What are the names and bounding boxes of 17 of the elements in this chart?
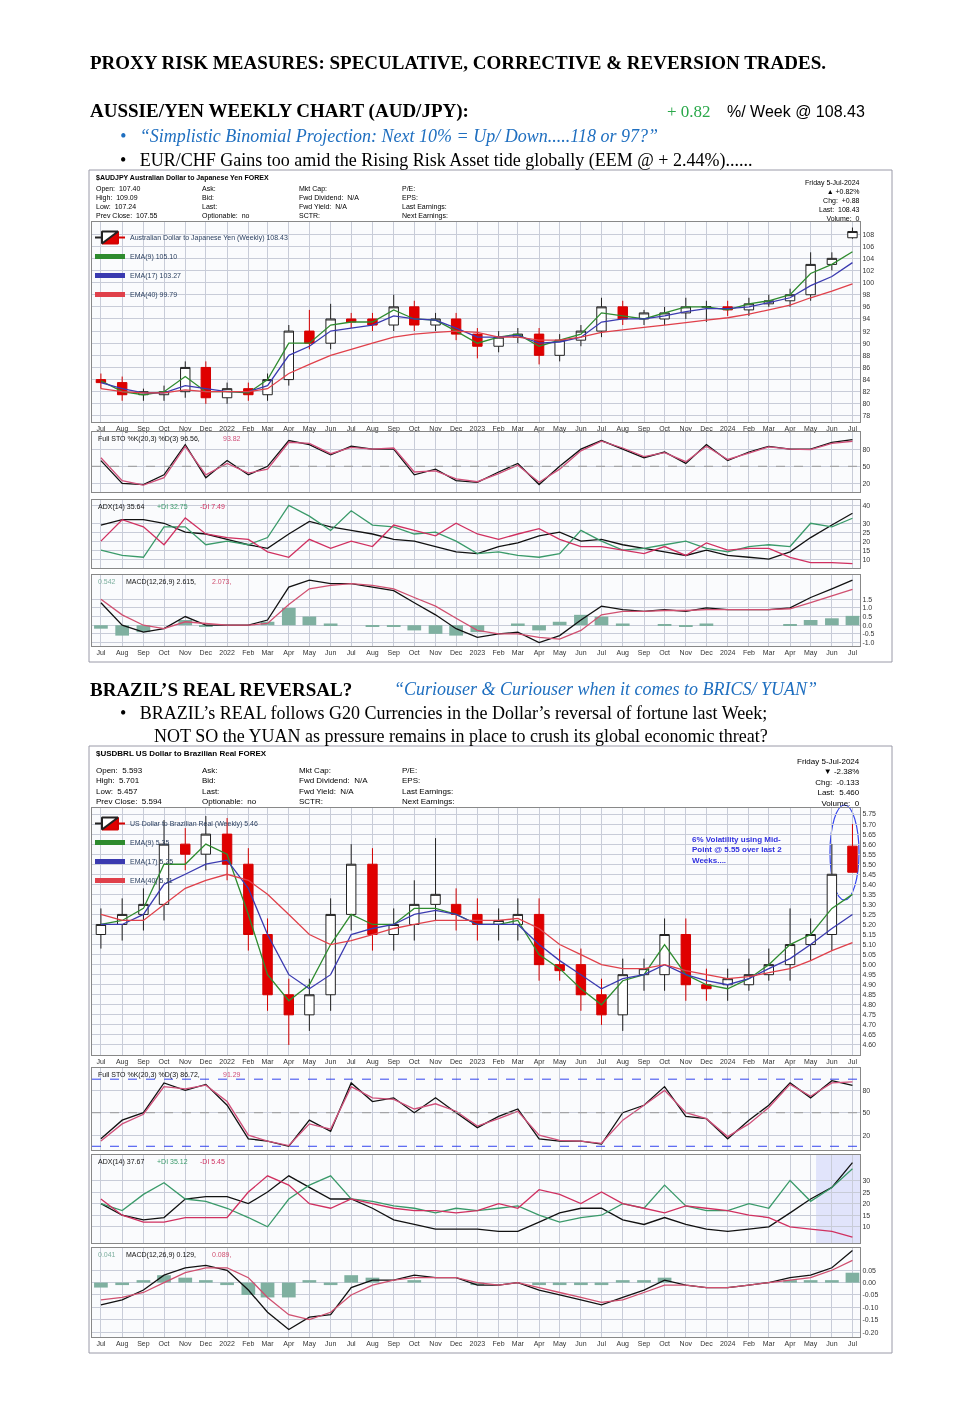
text: PROXY RISK MEASURES: SPECULATIVE, CORRECTIVE & REVERSION TRADES. bbox=[90, 52, 827, 73]
text: Open: 5.593 High: 5.701 Low: 5.457 Prev Close: 5.594 bbox=[96, 766, 163, 807]
text: Ask: Bid: Last: Optionable: no bbox=[202, 766, 257, 807]
text: “Curiouser & Curiouser when it comes to BRICS/ YUAN” bbox=[394, 679, 818, 699]
text: + 0.82 bbox=[667, 102, 711, 121]
text: NOT SO the YUAN as pressure remains in place to crush its global economic threat? bbox=[154, 726, 768, 746]
text: • EUR/CHF Gains too amid the Rising Risk Asset tide globally (EEM @ + 2.44%)...... bbox=[120, 150, 753, 171]
text: AUSSIE/YEN WEEKLY CHART (AUD/JPY): bbox=[90, 100, 469, 122]
text: %/ Week @ 108.43 bbox=[727, 103, 865, 120]
text: BRAZIL’S REAL REVERSAL? bbox=[90, 679, 353, 700]
text: Friday 5-Jul-2024 ▼ -2.38% Chg: -0.133 Last: 5.460 Volume: 0 bbox=[797, 757, 860, 808]
text: • BRAZIL’s REAL follows G20 Currencies in the Dollar’s reversal of fortune last Week; bbox=[120, 703, 768, 723]
text: • “Simplistic Binomial Projection: Next 10% = Up/ Down.....118 or 97?” bbox=[120, 126, 658, 146]
text: Mkt Cap: Fwd Dividend: N/A Fwd Yield: N/A SCTR: bbox=[299, 766, 369, 807]
annotation: 6% Volatility using Mid- Point @ 5.55 over last 2 Weeks.... bbox=[692, 835, 783, 865]
chart-title: $USDBRL US Dollar to Brazilian Real FOREX bbox=[96, 749, 267, 758]
text: P/E: EPS: Last Earnings: Next Earnings: bbox=[402, 766, 455, 807]
